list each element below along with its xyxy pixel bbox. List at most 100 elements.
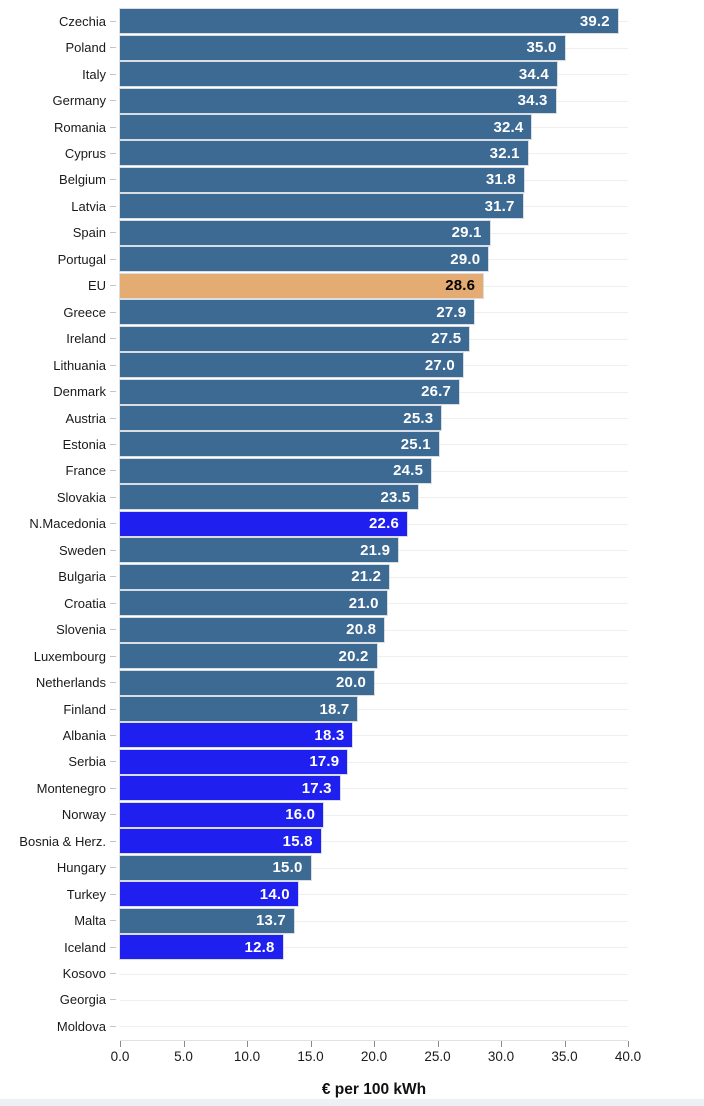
y-tick-zone	[106, 391, 120, 393]
y-tick-zone	[106, 20, 120, 22]
y-tick-mark	[110, 47, 116, 49]
bar-value-label: 15.0	[272, 859, 303, 877]
y-tick-mark	[110, 311, 116, 313]
y-tick-mark	[110, 973, 116, 975]
bar-track: 21.9	[120, 537, 704, 563]
bar-row: Denmark 26.7	[0, 378, 704, 404]
bar-latvia: 31.7	[120, 194, 523, 219]
bar-row: Cyprus 32.1	[0, 140, 704, 166]
x-axis-title: € per 100 kWh	[321, 1080, 427, 1098]
y-tick-mark	[110, 682, 116, 684]
y-tick-zone	[106, 523, 120, 525]
bar-track: 21.0	[120, 590, 704, 616]
bar-ireland: 27.5	[120, 326, 470, 351]
bar-track: 24.5	[120, 458, 704, 484]
y-tick-mark	[110, 496, 116, 498]
y-tick-mark	[110, 443, 116, 445]
bar-track: 35.0	[120, 34, 704, 60]
x-tick-mark	[120, 1040, 121, 1047]
country-label: Georgia	[59, 992, 106, 1008]
country-label: Finland	[63, 701, 106, 717]
y-tick-zone	[106, 232, 120, 234]
x-tick-label: 5.0	[174, 1048, 193, 1064]
y-tick-mark	[110, 734, 116, 736]
bar-turkey: 14.0	[120, 882, 298, 907]
bar-track: 32.1	[120, 140, 704, 166]
bar-row: Malta 13.7	[0, 907, 704, 933]
country-label: Greece	[63, 304, 106, 320]
bar-eu: 28.6	[120, 273, 484, 298]
y-tick-zone	[106, 920, 120, 922]
country-label: Turkey	[66, 886, 106, 902]
y-tick-zone	[106, 734, 120, 736]
y-tick-zone	[106, 258, 120, 260]
bar-row: Italy 34.4	[0, 61, 704, 87]
bar-track: 20.0	[120, 669, 704, 695]
y-tick-mark	[110, 999, 116, 1001]
x-tick-mark	[247, 1040, 248, 1047]
y-tick-mark	[110, 761, 116, 763]
bar-value-label: 17.3	[301, 779, 332, 797]
y-tick-mark	[110, 867, 116, 869]
bar-portugal: 29.0	[120, 247, 489, 272]
bar-value-label: 12.8	[244, 938, 275, 956]
bar-value-label: 28.6	[445, 277, 476, 295]
bar-track: 22.6	[120, 511, 704, 537]
row-gridline	[120, 709, 628, 710]
x-tick-mark	[628, 1040, 629, 1047]
bar-finland: 18.7	[120, 697, 358, 721]
bar-value-label: 14.0	[259, 885, 290, 903]
x-tick-mark	[501, 1040, 502, 1047]
bar-track: 21.2	[120, 564, 704, 590]
y-tick-zone	[106, 179, 120, 181]
bar-row: Lithuania 27.0	[0, 352, 704, 378]
y-tick-mark	[110, 920, 116, 922]
y-tick-zone	[106, 787, 120, 789]
country-label: Sweden	[59, 542, 106, 558]
row-gridline	[120, 1026, 628, 1028]
bar-albania: 18.3	[120, 723, 353, 748]
y-tick-zone	[106, 602, 120, 604]
y-tick-zone	[106, 655, 120, 657]
bar-value-label: 21.2	[351, 568, 382, 586]
bar-track: 39.2	[120, 8, 704, 34]
y-tick-zone	[106, 549, 120, 551]
country-label: Albania	[62, 727, 106, 743]
bar-value-label: 20.8	[346, 621, 377, 639]
y-tick-mark	[110, 708, 116, 710]
y-tick-mark	[110, 655, 116, 657]
bar-value-label: 15.8	[282, 832, 313, 850]
bar-value-label: 24.5	[393, 462, 424, 480]
bar-belgium: 31.8	[120, 167, 524, 192]
country-label: Netherlands	[35, 675, 106, 691]
bar-track: 12.8	[120, 934, 704, 960]
y-tick-zone	[106, 47, 120, 49]
country-label: Belgium	[59, 172, 106, 188]
y-tick-mark	[110, 285, 116, 287]
x-tick-label: 30.0	[487, 1048, 515, 1064]
bar-row: Poland 35.0	[0, 34, 704, 60]
bar-track: 16.0	[120, 802, 704, 828]
y-tick-mark	[110, 576, 116, 578]
y-tick-mark	[110, 391, 116, 393]
country-label: Slovenia	[56, 622, 106, 638]
y-tick-zone	[106, 338, 120, 340]
footer-strip	[0, 1099, 704, 1106]
x-tick-label: 20.0	[360, 1048, 388, 1064]
y-tick-mark	[110, 179, 116, 181]
country-label: Iceland	[64, 939, 106, 955]
bar-spain: 29.1	[120, 220, 490, 245]
bar-bosnia-herz-: 15.8	[120, 829, 321, 854]
y-tick-mark	[110, 549, 116, 551]
bar-lithuania: 27.0	[120, 353, 463, 378]
bar-row: Serbia 17.9	[0, 749, 704, 775]
bar-row: N.Macedonia 22.6	[0, 511, 704, 537]
bar-row: Slovakia 23.5	[0, 484, 704, 510]
bar-value-label: 27.9	[436, 303, 467, 321]
bar-france: 24.5	[120, 458, 432, 483]
bar-row: Finland 18.7	[0, 696, 704, 722]
bar-track: 28.6	[120, 273, 704, 299]
x-tick-label: 35.0	[551, 1048, 578, 1064]
y-tick-zone	[106, 152, 120, 154]
bar-row: Latvia 31.7	[0, 193, 704, 219]
